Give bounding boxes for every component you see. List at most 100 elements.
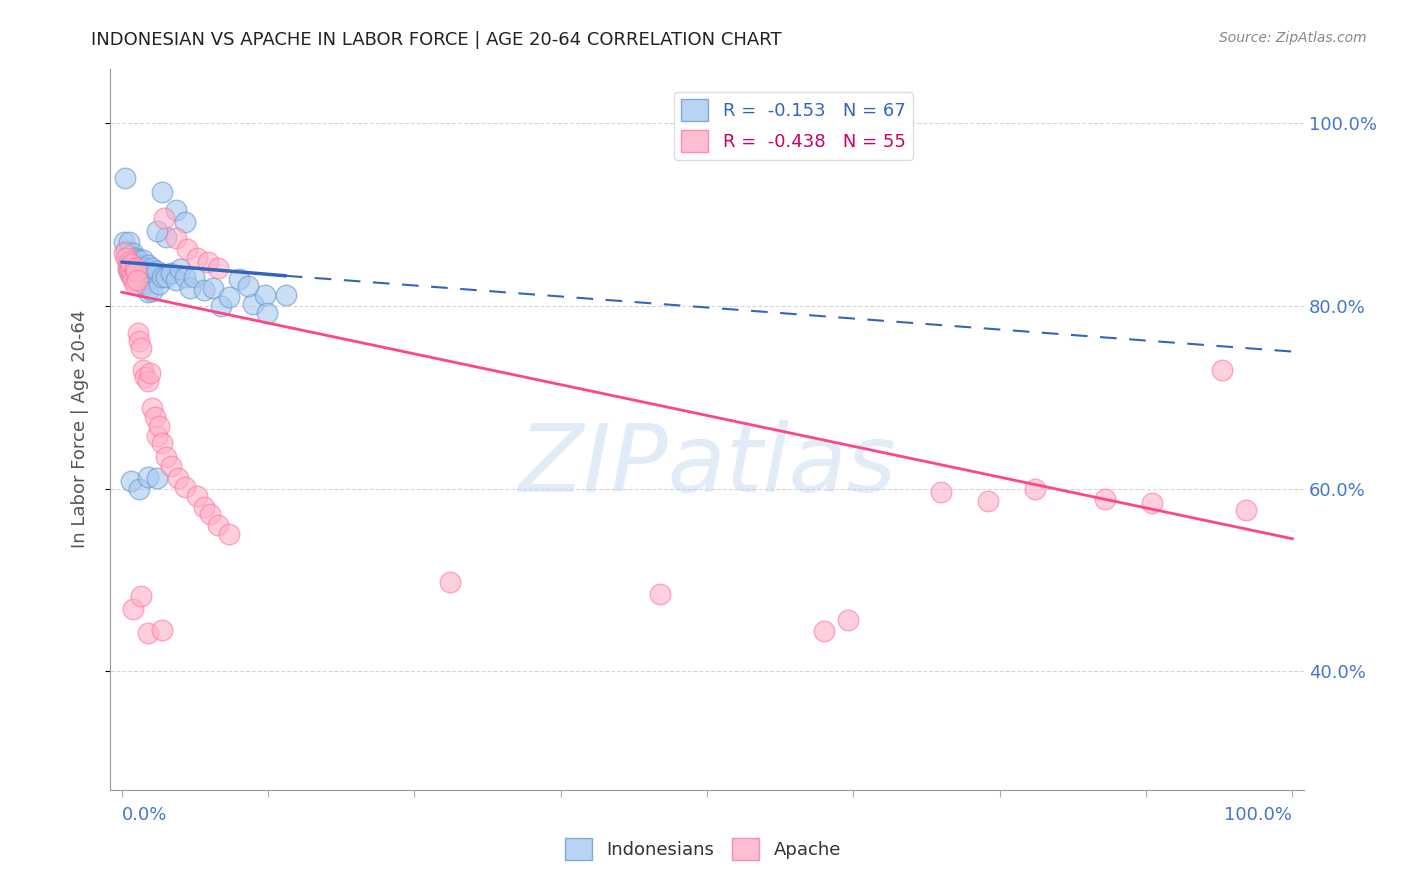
Point	[155, 450, 177, 464]
Point	[153, 211, 176, 226]
Point	[143, 410, 166, 425]
Point	[122, 602, 145, 616]
Point	[228, 271, 250, 285]
Point	[439, 574, 461, 589]
Point	[167, 470, 190, 484]
Point	[118, 264, 141, 278]
Point	[141, 260, 163, 275]
Point	[125, 260, 148, 275]
Point	[202, 280, 225, 294]
Point	[155, 229, 177, 244]
Point	[121, 252, 143, 266]
Y-axis label: In Labor Force | Age 20-64: In Labor Force | Age 20-64	[72, 310, 89, 549]
Point	[129, 275, 152, 289]
Point	[837, 613, 859, 627]
Point	[193, 284, 215, 298]
Point	[115, 244, 138, 259]
Point	[122, 255, 145, 269]
Text: Source: ZipAtlas.com: Source: ZipAtlas.com	[1219, 31, 1367, 45]
Point	[146, 470, 169, 484]
Point	[122, 246, 145, 260]
Point	[207, 260, 229, 275]
Point	[118, 235, 141, 249]
Point	[186, 252, 208, 266]
Point	[125, 273, 148, 287]
Point	[120, 257, 142, 271]
Point	[1094, 492, 1116, 507]
Point	[174, 480, 197, 494]
Point	[179, 280, 201, 294]
Point	[1211, 363, 1233, 377]
Point	[127, 326, 149, 341]
Point	[117, 249, 139, 263]
Point	[125, 252, 148, 266]
Point	[120, 474, 142, 488]
Point	[117, 259, 139, 273]
Text: INDONESIAN VS APACHE IN LABOR FORCE | AGE 20-64 CORRELATION CHART: INDONESIAN VS APACHE IN LABOR FORCE | AG…	[91, 31, 782, 49]
Point	[207, 518, 229, 533]
Point	[160, 266, 183, 280]
Point	[160, 458, 183, 473]
Point	[218, 290, 240, 304]
Point	[136, 258, 159, 272]
Point	[813, 624, 835, 638]
Point	[176, 242, 198, 256]
Point	[114, 171, 136, 186]
Point	[118, 249, 141, 263]
Point	[128, 334, 150, 348]
Point	[165, 202, 187, 217]
Point	[117, 262, 139, 277]
Point	[186, 489, 208, 503]
Point	[128, 482, 150, 496]
Point	[169, 262, 191, 277]
Point	[136, 265, 159, 279]
Legend: R =  -0.153   N = 67, R =  -0.438   N = 55: R = -0.153 N = 67, R = -0.438 N = 55	[673, 92, 912, 160]
Point	[124, 252, 146, 266]
Point	[125, 264, 148, 278]
Point	[112, 246, 135, 260]
Point	[134, 260, 156, 275]
Point	[115, 252, 138, 266]
Point	[118, 255, 141, 269]
Point	[197, 255, 219, 269]
Point	[124, 277, 146, 291]
Point	[124, 264, 146, 278]
Point	[1024, 482, 1046, 496]
Text: 100.0%: 100.0%	[1225, 806, 1292, 824]
Point	[150, 623, 173, 637]
Point	[165, 231, 187, 245]
Point	[136, 625, 159, 640]
Point	[132, 363, 155, 377]
Point	[118, 260, 141, 275]
Point	[150, 185, 173, 199]
Point	[1234, 503, 1257, 517]
Point	[150, 435, 173, 450]
Point	[1140, 496, 1163, 510]
Point	[134, 370, 156, 384]
Point	[183, 269, 205, 284]
Point	[120, 253, 142, 268]
Text: 0.0%: 0.0%	[122, 806, 167, 824]
Point	[129, 589, 152, 603]
Point	[150, 269, 173, 284]
Legend: Indonesians, Apache: Indonesians, Apache	[558, 830, 848, 867]
Point	[129, 341, 152, 355]
Point	[125, 257, 148, 271]
Point	[127, 253, 149, 268]
Point	[242, 297, 264, 311]
Point	[929, 485, 952, 500]
Point	[128, 260, 150, 275]
Point	[136, 469, 159, 483]
Point	[128, 269, 150, 284]
Point	[650, 587, 672, 601]
Point	[124, 260, 146, 275]
Point	[132, 253, 155, 268]
Point	[274, 288, 297, 302]
Point	[193, 500, 215, 514]
Point	[132, 277, 155, 291]
Point	[120, 264, 142, 278]
Point	[209, 299, 232, 313]
Point	[146, 224, 169, 238]
Point	[198, 507, 221, 521]
Point	[155, 269, 177, 284]
